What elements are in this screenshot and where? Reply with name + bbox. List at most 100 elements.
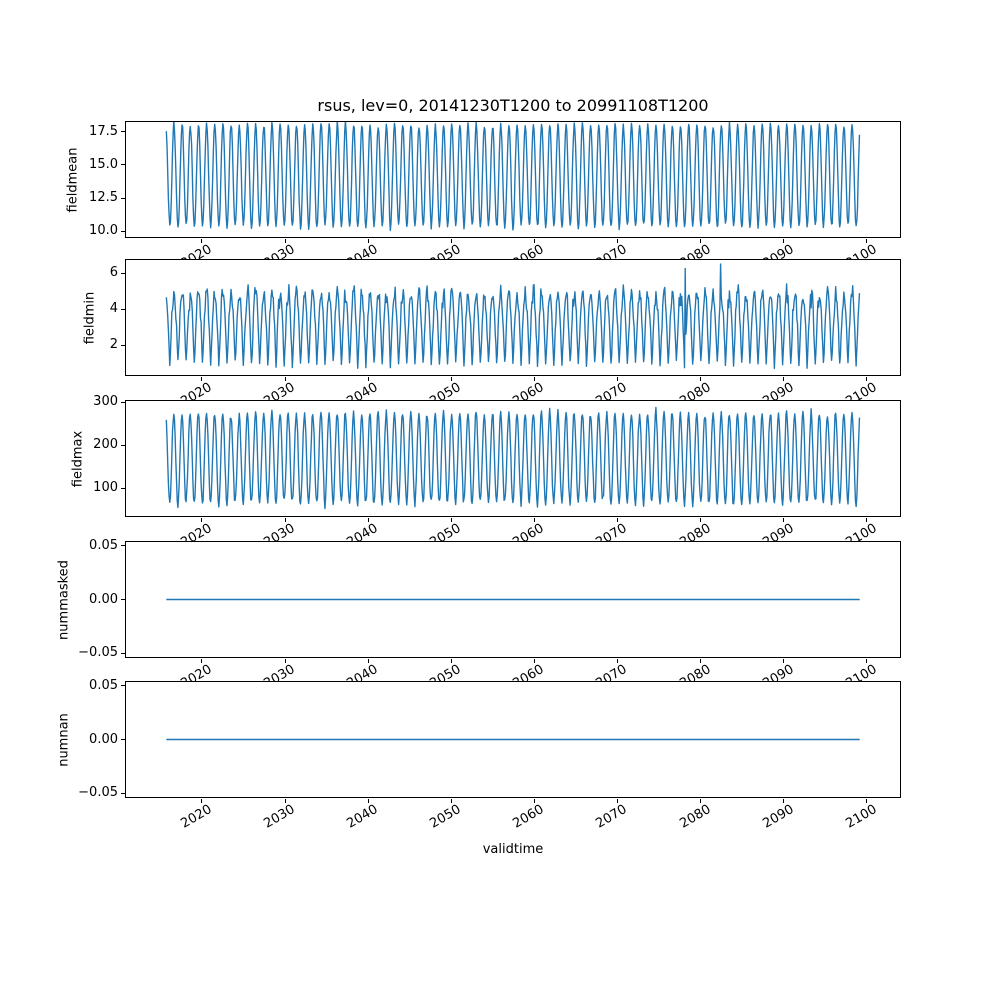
x-tick-mark [284, 377, 286, 381]
y-tick-mark [121, 272, 125, 274]
x-tick-mark [700, 799, 702, 803]
subplot-numnan-axes [125, 681, 901, 798]
y-tick-mark [121, 444, 125, 446]
x-tick-mark [533, 518, 535, 522]
x-tick-mark [284, 518, 286, 522]
x-tick-label: 2060 [510, 802, 547, 832]
x-tick-mark [450, 799, 452, 803]
y-tick-mark [121, 401, 125, 403]
y-tick-mark [121, 685, 125, 687]
y-tick-label: 100 [93, 480, 118, 496]
y-tick-mark [121, 308, 125, 310]
y-tick-label: 10.0 [89, 223, 118, 239]
y-tick-label: 0.00 [89, 591, 118, 607]
y-tick-mark [121, 739, 125, 740]
x-tick-mark [201, 799, 203, 803]
y-tick-label: 300 [93, 394, 118, 410]
x-tick-mark [783, 799, 785, 803]
x-tick-mark [450, 518, 452, 522]
y-tick-mark [121, 599, 125, 600]
x-tick-mark [700, 377, 702, 381]
x-tick-mark [450, 239, 452, 243]
y-tick-mark [121, 230, 125, 232]
x-tick-mark [866, 239, 868, 243]
x-tick-mark [201, 377, 203, 381]
y-axis-label-fieldmax: fieldmax [70, 430, 86, 487]
y-tick-mark [121, 344, 125, 346]
x-tick-mark [700, 239, 702, 243]
x-tick-mark [201, 659, 203, 663]
x-tick-mark [866, 518, 868, 522]
y-tick-label: 0.00 [89, 731, 118, 747]
x-tick-mark [450, 659, 452, 663]
nummasked-line-plot [166, 598, 860, 601]
x-tick-label: 2070 [593, 802, 631, 832]
x-tick-mark [700, 659, 702, 663]
y-tick-label: 15.0 [89, 156, 118, 172]
subplot-fieldmax-axes [125, 400, 901, 517]
x-tick-mark [617, 659, 619, 663]
x-tick-mark [866, 659, 868, 663]
y-axis-label-numnan: numnan [56, 712, 72, 767]
x-tick-label: 2030 [261, 802, 298, 832]
y-tick-label: 2 [109, 337, 118, 353]
x-tick-mark [284, 239, 286, 243]
x-tick-mark [533, 799, 535, 803]
x-tick-mark [450, 377, 452, 381]
y-tick-mark [121, 792, 125, 794]
y-tick-mark [121, 487, 125, 489]
y-tick-label: −0.05 [78, 645, 118, 661]
y-tick-mark [121, 545, 125, 547]
x-tick-mark [783, 377, 785, 381]
y-tick-label: 17.5 [89, 123, 118, 139]
subplot-fieldmean-axes [125, 121, 901, 238]
fieldmean-series-line [165, 122, 861, 232]
y-axis-label-fieldmean: fieldmean [65, 147, 81, 212]
x-tick-mark [617, 518, 619, 522]
x-tick-mark [367, 239, 369, 243]
y-tick-mark [121, 164, 125, 166]
x-tick-mark [367, 518, 369, 522]
x-tick-mark [866, 799, 868, 803]
x-tick-mark [284, 799, 286, 803]
subplot-fieldmin-axes [125, 259, 901, 376]
x-tick-label: 2020 [178, 802, 215, 832]
x-tick-mark [533, 377, 535, 381]
x-tick-mark [617, 799, 619, 803]
fieldmean-line-plot [165, 122, 861, 232]
fieldmax-line-plot [165, 406, 861, 510]
x-tick-mark [783, 659, 785, 663]
x-tick-mark [367, 659, 369, 663]
x-axis-label: validtime [482, 842, 544, 857]
fieldmax-series-line [165, 406, 861, 510]
x-tick-mark [533, 239, 535, 243]
x-tick-mark [700, 518, 702, 522]
y-tick-mark [121, 652, 125, 654]
x-tick-label: 2050 [427, 802, 464, 832]
x-tick-label: 2100 [843, 802, 880, 832]
subplot-nummasked-axes [125, 541, 901, 658]
y-tick-label: 12.5 [89, 190, 118, 206]
y-tick-mark [121, 197, 125, 199]
x-tick-mark [367, 799, 369, 803]
y-tick-mark [121, 131, 125, 133]
x-tick-mark [201, 239, 203, 243]
x-tick-mark [617, 377, 619, 381]
x-tick-mark [617, 239, 619, 243]
x-tick-mark [533, 659, 535, 663]
chart-title: rsus, lev=0, 20141230T1200 to 20991108T1… [317, 96, 709, 115]
y-tick-label: 0.05 [89, 537, 118, 553]
numnan-line-plot [166, 738, 860, 741]
x-tick-mark [367, 377, 369, 381]
x-tick-label: 2040 [344, 802, 381, 832]
x-tick-mark [866, 377, 868, 381]
x-tick-label: 2080 [677, 802, 714, 832]
x-tick-mark [783, 518, 785, 522]
x-tick-mark [201, 518, 203, 522]
fieldmin-series-line [165, 263, 861, 370]
x-tick-mark [284, 659, 286, 663]
y-tick-label: −0.05 [78, 785, 118, 801]
y-tick-label: 4 [109, 301, 118, 317]
y-axis-label-nummasked: nummasked [56, 559, 72, 640]
